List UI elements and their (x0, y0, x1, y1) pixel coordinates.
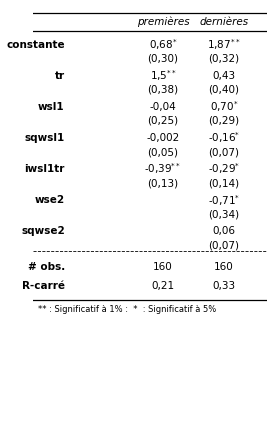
Text: wse2: wse2 (35, 195, 65, 205)
Text: (0,25): (0,25) (147, 116, 179, 126)
Text: (0,14): (0,14) (208, 178, 239, 188)
Text: wsl1: wsl1 (38, 102, 65, 112)
Text: 1,5$^{**}$: 1,5$^{**}$ (150, 68, 177, 83)
Text: premières: premières (137, 16, 189, 27)
Text: constante: constante (6, 40, 65, 50)
Text: 0,68$^{*}$: 0,68$^{*}$ (149, 37, 177, 52)
Text: (0,07): (0,07) (208, 147, 239, 157)
Text: (0,07): (0,07) (208, 241, 239, 251)
Text: -0,002: -0,002 (146, 133, 180, 143)
Text: (0,32): (0,32) (208, 54, 239, 64)
Text: -0,39$^{**}$: -0,39$^{**}$ (144, 162, 182, 177)
Text: 0,33: 0,33 (212, 281, 235, 291)
Text: 0,06: 0,06 (212, 226, 235, 236)
Text: 1,87$^{**}$: 1,87$^{**}$ (207, 37, 241, 52)
Text: 160: 160 (153, 262, 173, 272)
Text: (0,05): (0,05) (148, 147, 178, 157)
Text: iwsl1tr: iwsl1tr (24, 164, 65, 174)
Text: -0,04: -0,04 (150, 102, 176, 112)
Text: 160: 160 (214, 262, 234, 272)
Text: (0,29): (0,29) (208, 116, 239, 126)
Text: sqwse2: sqwse2 (21, 226, 65, 236)
Text: (0,34): (0,34) (208, 209, 239, 219)
Text: tr: tr (55, 71, 65, 81)
Text: (0,40): (0,40) (208, 85, 239, 95)
Text: (0,30): (0,30) (148, 54, 178, 64)
Text: sqwsl1: sqwsl1 (25, 133, 65, 143)
Text: (0,13): (0,13) (147, 178, 179, 188)
Text: -0,29$^{*}$: -0,29$^{*}$ (208, 162, 240, 177)
Text: ** : Significatif à 1% :  *  : Significatif à 5%: ** : Significatif à 1% : * : Significati… (38, 305, 216, 314)
Text: dernières: dernières (199, 16, 248, 26)
Text: 0,21: 0,21 (151, 281, 175, 291)
Text: 0,70$^{*}$: 0,70$^{*}$ (210, 99, 238, 114)
Text: # obs.: # obs. (28, 262, 65, 272)
Text: -0,16$^{*}$: -0,16$^{*}$ (208, 130, 240, 145)
Text: R-carré: R-carré (22, 281, 65, 291)
Text: -0,71$^{*}$: -0,71$^{*}$ (208, 193, 240, 208)
Text: (0,38): (0,38) (147, 85, 179, 95)
Text: 0,43: 0,43 (212, 71, 235, 81)
